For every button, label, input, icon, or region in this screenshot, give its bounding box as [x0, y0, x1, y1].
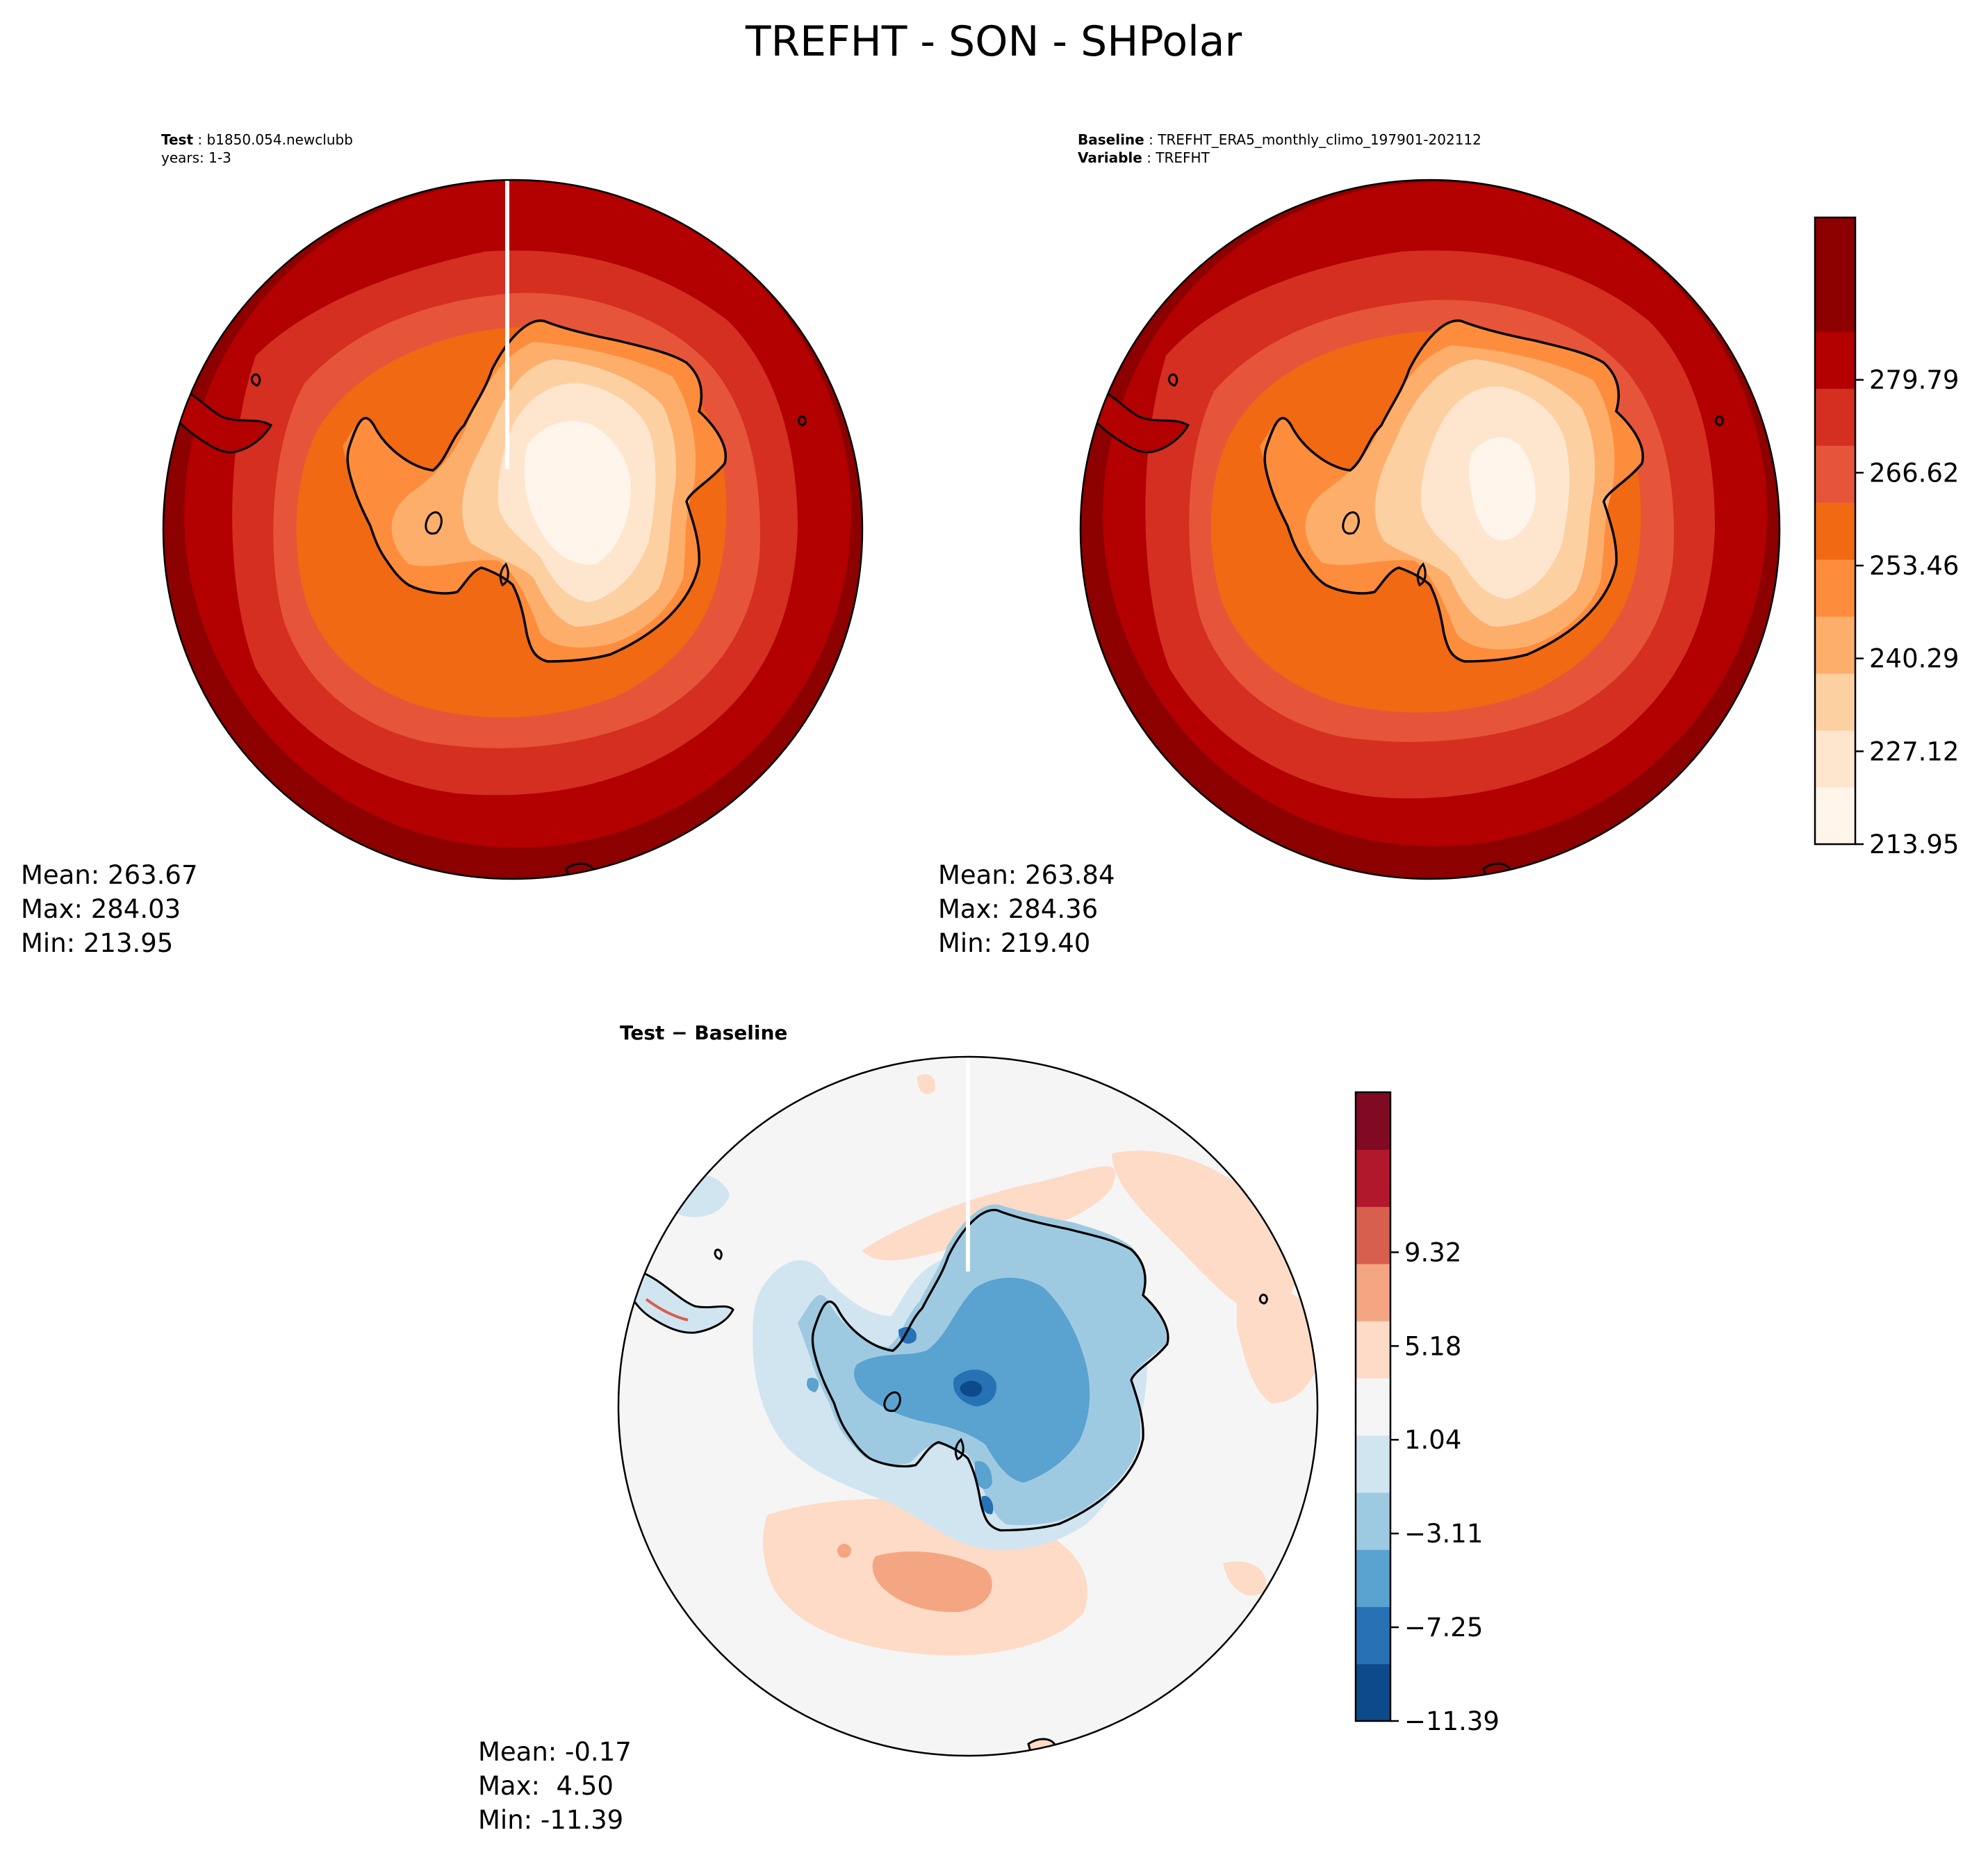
colorbar-segment [1815, 559, 1855, 617]
diff-stat-mean: Mean: -0.17 [478, 1737, 632, 1767]
colorbar-segment [1356, 1321, 1390, 1378]
baseline-meta-value: TREFHT_ERA5_monthly_climo_197901-202112 [1157, 131, 1481, 148]
diff-map-border [617, 1055, 1319, 1757]
test-meta-line1: Test : b1850.054.newclubb [161, 131, 353, 148]
colorbar-segment [1356, 1549, 1390, 1608]
colorbar-segment [1356, 1606, 1390, 1665]
colorbar-tick-label: 279.79 [1869, 365, 1959, 395]
baseline-panel: Baseline : TREFHT_ERA5_monthly_climo_197… [938, 131, 1781, 958]
baseline-meta-sep: : [1144, 131, 1158, 148]
colorbar-segment [1356, 1092, 1390, 1150]
test-meta-value: b1850.054.newclubb [206, 131, 352, 148]
colorbar-segment [1356, 1149, 1390, 1208]
colorbar-segment [1356, 1492, 1390, 1550]
colorbar-tick-label: −7.25 [1404, 1613, 1483, 1642]
colorbar-tick-label: 213.95 [1869, 830, 1959, 859]
colorbar-segment [1815, 331, 1855, 389]
test-map-border [162, 179, 864, 880]
colorbar-segment [1356, 1263, 1390, 1321]
baseline-stat-min: Min: 219.40 [938, 928, 1090, 958]
colorbar-segment [1815, 445, 1855, 503]
test-stat-min: Min: 213.95 [21, 928, 173, 958]
baseline-variable-sep: : [1142, 149, 1156, 166]
test-meta-years: years: 1-3 [161, 149, 231, 166]
diff-stat-min: Min: -11.39 [478, 1805, 623, 1835]
colorbar-difference: −11.39 −7.25 −3.11 1.04 5.18 9.32 [1354, 1091, 1500, 1736]
test-meta-sep: : [193, 131, 206, 148]
diff-map [618, 1057, 1317, 1756]
test-meta-key: Test [161, 131, 193, 148]
baseline-meta-line2: Variable : TREFHT [1078, 149, 1210, 166]
colorbar-tick-label: 227.12 [1869, 736, 1959, 766]
test-stat-mean: Mean: 263.67 [21, 860, 198, 890]
colorbar-tick-label: 1.04 [1404, 1425, 1461, 1455]
baseline-variable-key: Variable [1078, 149, 1142, 166]
colorbar-segment [1815, 730, 1855, 788]
colorbar-border [1354, 1091, 1392, 1722]
colorbar-tick-label: 240.29 [1869, 644, 1959, 674]
diff-title: Test − Baseline [620, 1021, 787, 1044]
colorbar-tick-label: 9.32 [1404, 1237, 1461, 1267]
colorbar-segment [1815, 217, 1855, 275]
colorbar-segment [1815, 502, 1855, 560]
colorbar-segment [1815, 274, 1855, 332]
baseline-map [1081, 180, 1780, 879]
figure-title: TREFHT - SON - SHPolar [745, 17, 1242, 66]
baseline-variable-value: TREFHT [1155, 149, 1210, 166]
colorbar-tick-label: 5.18 [1404, 1331, 1461, 1361]
test-map [163, 180, 862, 879]
test-stat-max: Max: 284.03 [21, 894, 181, 924]
colorbar-segment [1815, 616, 1855, 674]
colorbar-segment [1356, 1435, 1390, 1493]
colorbar-segment [1356, 1378, 1390, 1436]
baseline-stat-max: Max: 284.36 [938, 894, 1098, 924]
colorbar-tick-label: 266.62 [1869, 458, 1959, 488]
baseline-meta-key: Baseline [1078, 131, 1144, 148]
colorbar-segment [1815, 673, 1855, 731]
test-panel: Test : b1850.054.newclubb years: 1-3 [21, 131, 864, 958]
colorbar-tick-label: −11.39 [1404, 1706, 1500, 1736]
colorbar-absolute: 213.95 227.12 240.29 253.46 266.62 279.79 [1814, 216, 1959, 859]
colorbar-segment [1356, 1663, 1390, 1722]
colorbar-segment [1356, 1206, 1390, 1265]
baseline-stat-mean: Mean: 263.84 [938, 860, 1115, 890]
baseline-map-border [1079, 179, 1781, 880]
colorbar-tick-label: 253.46 [1869, 551, 1959, 581]
colorbar-tick-label: −3.11 [1404, 1519, 1483, 1549]
colorbar-segment [1815, 388, 1855, 446]
colorbar-border [1814, 216, 1857, 846]
diff-stat-max: Max: 4.50 [478, 1771, 614, 1801]
diff-panel: Test − Baseline [478, 1021, 1319, 1835]
baseline-meta-line1: Baseline : TREFHT_ERA5_monthly_climo_197… [1078, 131, 1481, 148]
colorbar-segment [1815, 787, 1855, 845]
